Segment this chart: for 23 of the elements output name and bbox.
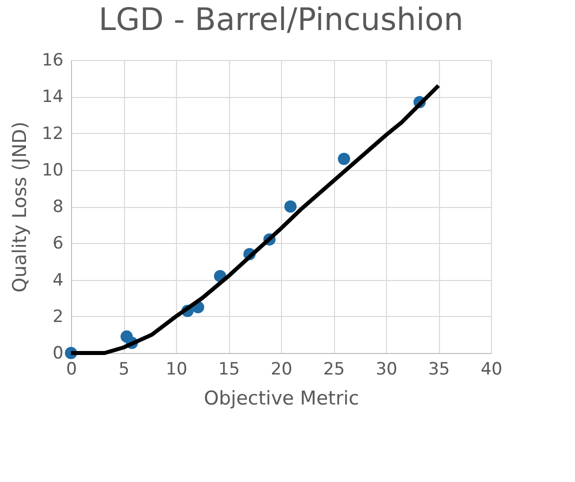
x-tick-label: 30 — [376, 360, 398, 380]
x-axis-title: Objective Metric — [204, 388, 360, 410]
chart-title: LGD - Barrel/Pincushion — [98, 2, 464, 38]
y-tick-label: 12 — [42, 124, 64, 144]
y-tick-label: 8 — [52, 197, 64, 217]
point — [338, 152, 350, 165]
x-tick-label: 10 — [166, 360, 188, 380]
y-tick-label: 10 — [42, 160, 64, 180]
y-tick-label: 0 — [52, 344, 64, 364]
point — [284, 200, 297, 213]
y-tick-label: 4 — [52, 270, 64, 290]
y-axis-title: Quality Loss (JND) — [8, 122, 31, 292]
x-tick-label: 35 — [428, 360, 450, 380]
y-tick-label: 2 — [52, 306, 64, 327]
x-tick-label: 0 — [66, 360, 77, 380]
y-tick-label: 14 — [42, 87, 64, 108]
y-tick-label: 6 — [52, 234, 64, 254]
y-tick-label: 16 — [42, 50, 64, 70]
x-tick-label: 15 — [218, 360, 240, 380]
x-tick-label: 25 — [323, 360, 345, 380]
x-tick-label: 20 — [270, 360, 292, 380]
x-tick-label: 40 — [480, 360, 502, 380]
x-tick-label: 5 — [118, 360, 130, 380]
